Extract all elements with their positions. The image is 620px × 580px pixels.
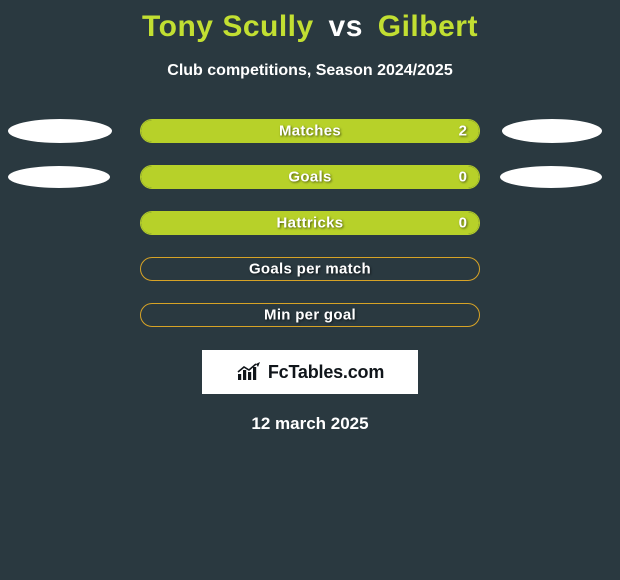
player1-ellipse [8, 119, 112, 143]
stat-rows: Matches2Goals0Hattricks0Goals per matchM… [0, 114, 620, 332]
stat-bar: Hattricks0 [140, 211, 480, 235]
comparison-title: Tony Scully vs Gilbert [0, 0, 620, 44]
player1-ellipse [8, 166, 110, 188]
player2-name: Gilbert [378, 10, 478, 43]
stat-row: Goals0 [0, 160, 620, 194]
stat-value: 2 [459, 123, 467, 140]
stat-bar: Goals per match [140, 257, 480, 281]
stat-row: Min per goal [0, 298, 620, 332]
player2-ellipse [500, 166, 602, 188]
chart-icon [236, 362, 262, 382]
date-label: 12 march 2025 [0, 414, 620, 434]
brand-badge: FcTables.com [202, 350, 418, 394]
stat-label: Hattricks [141, 215, 479, 232]
stat-label: Matches [141, 123, 479, 140]
stat-label: Min per goal [141, 307, 479, 324]
stat-label: Goals per match [141, 261, 479, 278]
stat-bar: Matches2 [140, 119, 480, 143]
stat-row: Hattricks0 [0, 206, 620, 240]
player2-ellipse [502, 119, 602, 143]
subtitle: Club competitions, Season 2024/2025 [0, 62, 620, 80]
stat-value: 0 [459, 169, 467, 186]
brand-text: FcTables.com [268, 362, 384, 383]
vs-label: vs [329, 10, 363, 43]
stat-bar: Min per goal [140, 303, 480, 327]
player1-name: Tony Scully [142, 10, 314, 43]
stat-bar: Goals0 [140, 165, 480, 189]
stat-label: Goals [141, 169, 479, 186]
stat-row: Goals per match [0, 252, 620, 286]
stat-row: Matches2 [0, 114, 620, 148]
stat-value: 0 [459, 215, 467, 232]
